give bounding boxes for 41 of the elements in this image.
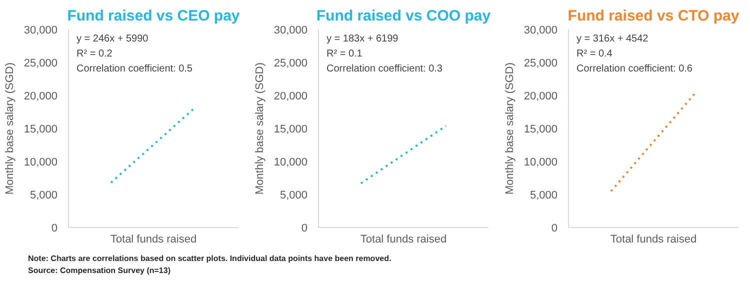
- y-tick-label: 0: [51, 222, 58, 234]
- annotation: y = 183x + 6199: [326, 34, 399, 44]
- y-tick-label: 15,000: [524, 124, 558, 136]
- y-tick-label: 30,000: [274, 24, 308, 36]
- y-tick-label: 10,000: [274, 156, 308, 168]
- y-tick-label: 10,000: [524, 156, 558, 168]
- y-tick-label: 15,000: [274, 124, 308, 136]
- x-axis-title: Total funds raised: [110, 234, 197, 246]
- annotation: Correlation coefficient: 0.3: [326, 64, 443, 74]
- y-tick-label: 5,000: [30, 190, 58, 202]
- annotation: y = 316x + 4542: [576, 34, 649, 44]
- x-axis-title: Total funds raised: [360, 234, 447, 246]
- y-tick-label: 20,000: [24, 90, 58, 102]
- annotation: y = 246x + 5990: [76, 34, 149, 44]
- y-axis-title: Monthly base salary (SGD): [504, 62, 516, 195]
- y-tick-label: 20,000: [524, 90, 558, 102]
- y-tick-label: 20,000: [274, 90, 308, 102]
- y-axis-title: Monthly base salary (SGD): [4, 62, 16, 195]
- source-note: Source: Compensation Survey (n=13): [28, 266, 170, 275]
- y-tick-label: 30,000: [524, 24, 558, 36]
- annotation: R² = 0.1: [326, 48, 363, 60]
- annotation: Correlation coefficient: 0.5: [76, 64, 193, 74]
- annotation: Correlation coefficient: 0.6: [576, 64, 693, 74]
- chart-title: Fund raised vs COO pay: [316, 8, 492, 24]
- chart-title: Fund raised vs CTO pay: [568, 8, 740, 24]
- chart-title: Fund raised vs CEO pay: [67, 8, 240, 24]
- y-tick-label: 25,000: [524, 58, 558, 70]
- y-tick-label: 0: [551, 222, 558, 234]
- y-axis-title: Monthly base salary (SGD): [254, 62, 266, 195]
- y-tick-label: 5,000: [280, 190, 308, 202]
- y-tick-label: 15,000: [24, 124, 58, 136]
- y-tick-label: 25,000: [24, 58, 58, 70]
- y-tick-label: 5,000: [530, 190, 558, 202]
- annotation: R² = 0.4: [576, 48, 613, 60]
- text: Note: Charts are correlations based on scatter plots. Individual data points have been removed.: [28, 254, 392, 263]
- annotation: R² = 0.2: [76, 48, 113, 60]
- x-axis-title: Total funds raised: [610, 234, 697, 246]
- y-tick-label: 25,000: [274, 58, 308, 70]
- y-tick-label: 30,000: [24, 24, 58, 36]
- y-tick-label: 10,000: [24, 156, 58, 168]
- y-tick-label: 0: [301, 222, 308, 234]
